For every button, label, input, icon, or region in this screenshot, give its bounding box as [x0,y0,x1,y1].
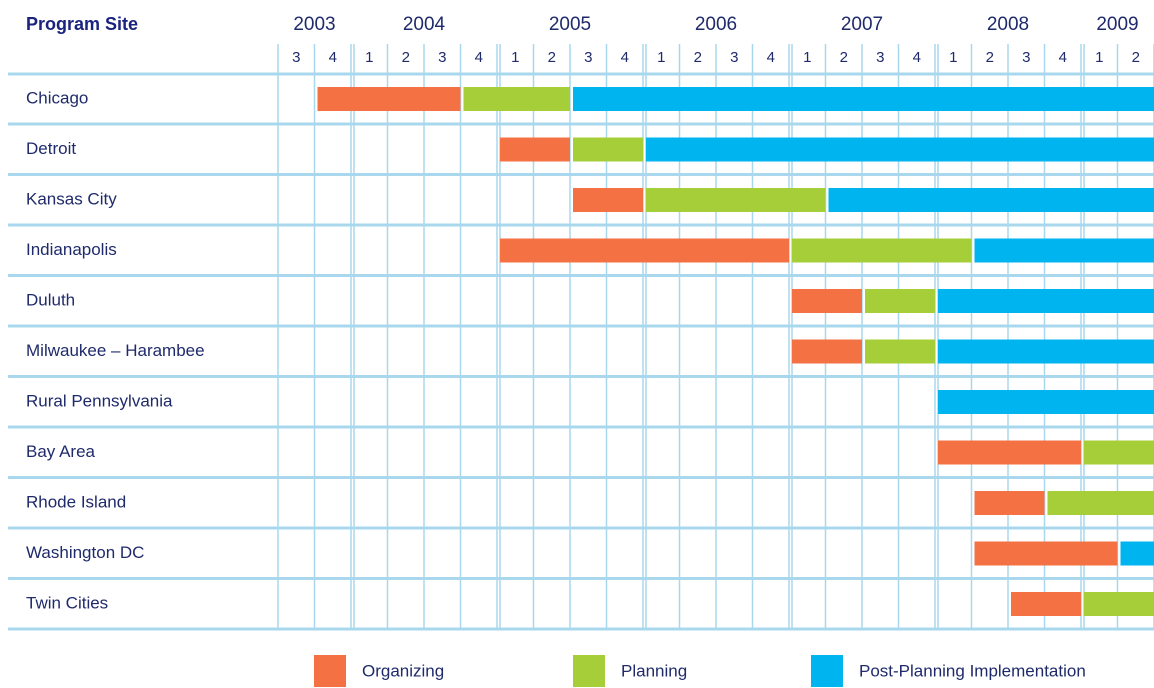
row-label: Rhode Island [26,492,126,511]
row-label: Twin Cities [26,593,108,612]
year-label: 2003 [293,14,335,35]
quarter-label: 4 [329,49,337,66]
quarter-label: 1 [365,49,373,66]
legend-swatch [811,655,843,687]
quarter-label: 2 [548,49,556,66]
year-label: 2004 [403,14,446,35]
legend-swatch [314,655,346,687]
bar-segment [792,289,862,313]
quarter-label: 3 [730,49,738,66]
bar-segment [865,289,935,313]
bar-segment [792,339,862,364]
quarter-label: 3 [292,49,300,66]
row-label: Detroit [26,139,76,158]
row-label: Bay Area [26,442,96,461]
bar-segment [573,137,643,162]
row-label: Kansas City [26,189,117,208]
row-label: Milwaukee – Harambee [26,341,205,360]
year-label: 2005 [549,14,591,35]
bar-segment [500,238,789,263]
legend-label: Post-Planning Implementation [859,661,1086,680]
bar-segment [1084,592,1154,616]
quarter-label: 3 [876,49,884,66]
row-label: Chicago [26,88,88,107]
year-label: 2006 [695,14,737,35]
bar-segment [938,289,1154,313]
quarter-label: 1 [657,49,665,66]
quarter-label: 4 [621,49,629,66]
bar-segment [828,188,1154,212]
quarter-label: 1 [1095,49,1103,66]
legend-label: Organizing [362,661,444,680]
quarter-label: 3 [584,49,592,66]
row-label: Washington DC [26,543,144,562]
bar-segment [1047,491,1154,515]
bar-segment [974,238,1154,263]
bar-segment [1120,541,1154,566]
bar-segment [317,87,461,111]
legend-swatch [573,655,605,687]
quarter-label: 3 [1022,49,1030,66]
legend-label: Planning [621,661,687,680]
year-label: 2008 [987,14,1029,35]
bar-segment [1084,440,1154,465]
quarter-label: 3 [438,49,446,66]
quarter-label: 1 [949,49,957,66]
bar-segment [792,238,972,263]
row-label: Duluth [26,290,75,309]
year-label: 2009 [1096,14,1138,35]
quarter-label: 2 [694,49,702,66]
year-label: 2007 [841,14,883,35]
quarter-label: 4 [1059,49,1067,66]
bar-segment [938,339,1154,364]
bar-segment [974,491,1045,515]
row-label: Indianapolis [26,240,117,259]
quarter-label: 4 [913,49,921,66]
bar-segment [938,390,1154,414]
bar-segment [865,339,935,364]
bar-segment [463,87,570,111]
bar-segment [500,137,570,162]
bar-segment [646,188,826,212]
bar-segment [646,137,1154,162]
quarter-label: 1 [803,49,811,66]
bar-segment [573,87,1154,111]
quarter-label: 2 [1132,49,1140,66]
label-header: Program Site [26,14,138,34]
quarter-label: 4 [475,49,483,66]
quarter-label: 2 [402,49,410,66]
quarter-label: 4 [767,49,775,66]
quarter-label: 2 [840,49,848,66]
row-label: Rural Pennsylvania [26,391,173,410]
bar-segment [1011,592,1081,616]
quarter-label: 1 [511,49,519,66]
quarter-label: 2 [986,49,994,66]
bar-segment [938,440,1081,465]
bar-segment [573,188,643,212]
bar-segment [974,541,1118,566]
